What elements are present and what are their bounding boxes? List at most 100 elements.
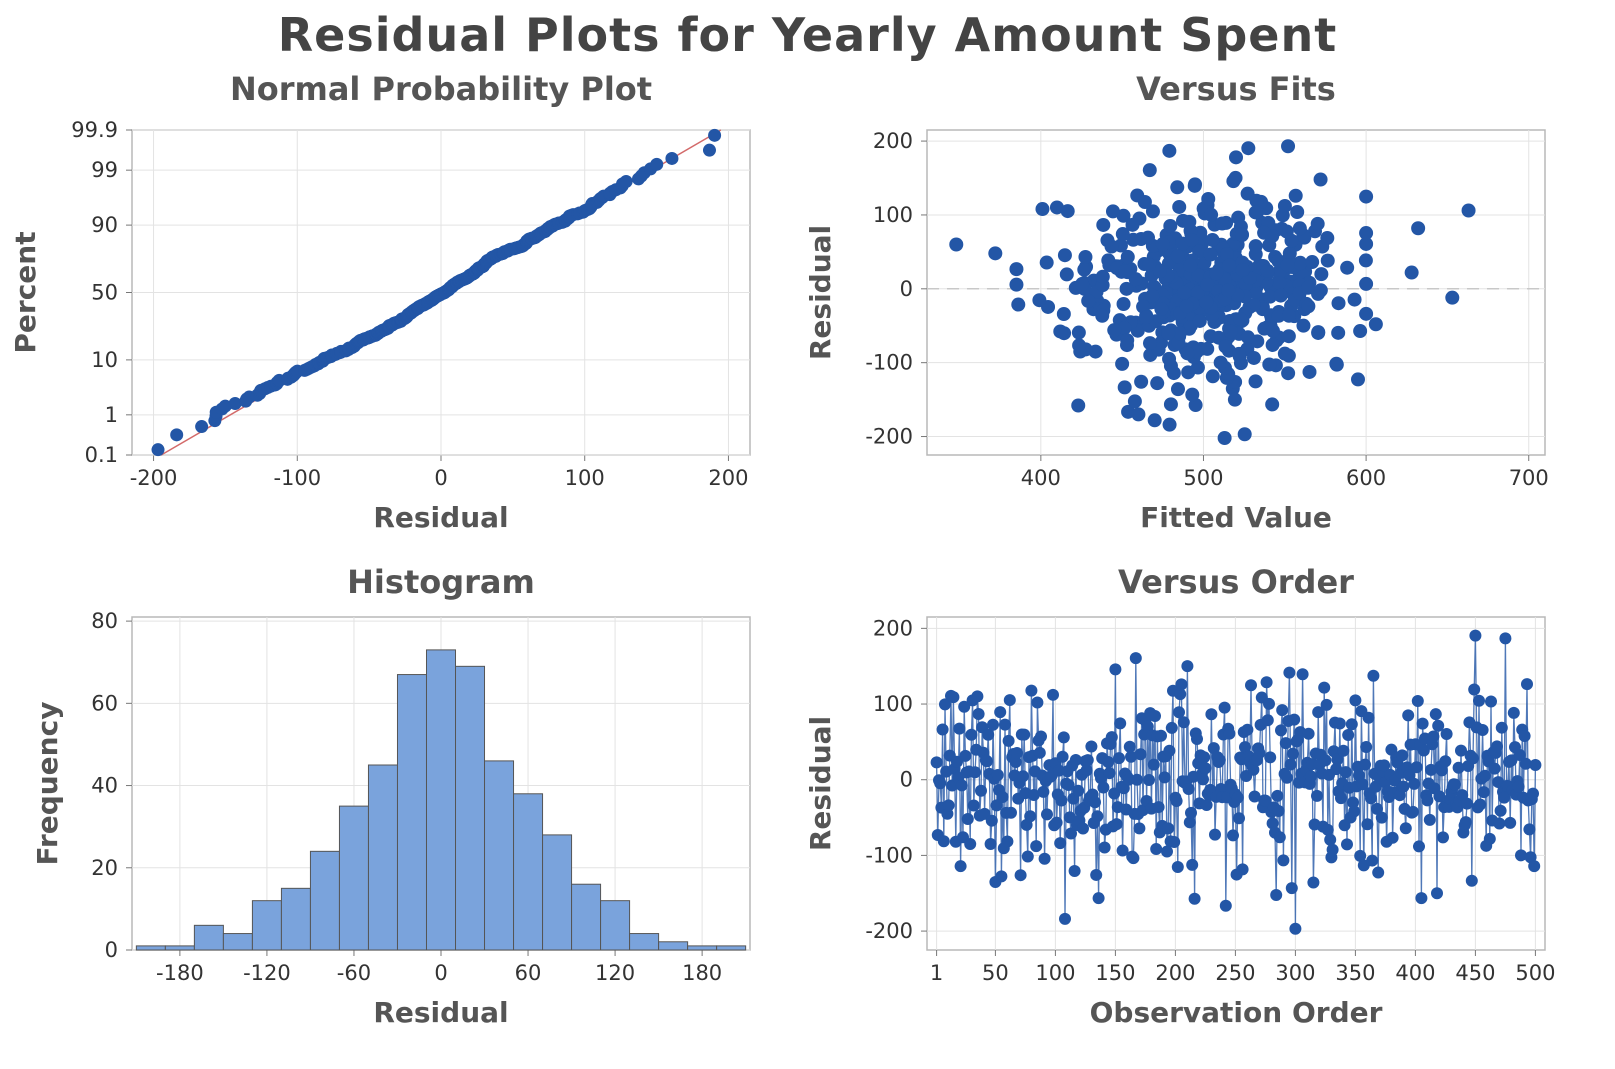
order-point	[1263, 697, 1275, 710]
fits-point	[1170, 382, 1185, 397]
order-point	[1068, 864, 1081, 877]
order-point	[987, 718, 999, 731]
normal-ytick-label: 99	[91, 158, 118, 182]
order-point	[1062, 778, 1075, 791]
order-point	[1219, 899, 1232, 912]
order-point	[1483, 832, 1496, 845]
order-point	[1141, 720, 1154, 733]
hist-xtick-label: 0	[434, 961, 447, 985]
main-title: Residual Plots for Yearly Amount Spent	[277, 8, 1338, 62]
order-point	[1279, 737, 1292, 750]
order-point	[1349, 694, 1362, 707]
order-point	[1320, 698, 1333, 711]
order-point	[964, 838, 977, 851]
order-point	[1239, 741, 1251, 754]
order-point	[1227, 829, 1239, 842]
normal-point	[665, 151, 679, 165]
order-point	[1302, 727, 1315, 740]
hist-ytick-label: 60	[91, 691, 118, 715]
order-point	[1367, 669, 1380, 682]
order-point	[1165, 721, 1178, 734]
fits-point	[1032, 293, 1047, 308]
fits-point	[1311, 325, 1326, 340]
order-point	[1050, 816, 1063, 829]
order-point	[1361, 818, 1374, 831]
order-point	[1335, 792, 1347, 805]
fits-point	[1077, 262, 1092, 277]
order-point	[1273, 831, 1286, 844]
order-point	[1233, 812, 1245, 825]
normal-ytick-label: 50	[91, 281, 118, 305]
fits-point	[1260, 263, 1275, 278]
fits-point	[1035, 202, 1050, 217]
hist-bar	[687, 945, 718, 951]
fits-xlabel: Fitted Value	[1140, 501, 1332, 534]
order-point	[1085, 740, 1098, 753]
fits-point	[1200, 341, 1215, 356]
hist-bar	[716, 945, 747, 951]
fits-point	[1213, 355, 1228, 370]
order-point	[1270, 889, 1283, 902]
order-point	[1397, 780, 1410, 793]
order-point	[1281, 771, 1293, 784]
order-point	[1191, 733, 1203, 746]
fits-point	[1142, 336, 1157, 351]
hist-bar	[571, 883, 602, 951]
fits-point	[1217, 431, 1232, 446]
order-point	[1025, 684, 1038, 697]
order-point	[1183, 816, 1196, 829]
normal-ytick-label: 99.9	[71, 118, 118, 142]
order-point	[1131, 773, 1143, 786]
order-point	[951, 755, 963, 768]
order-point	[959, 749, 972, 762]
order-point	[1529, 758, 1542, 771]
order-xtick-label: 1	[930, 961, 943, 985]
fits-point	[1411, 221, 1426, 236]
fits-point	[1136, 299, 1151, 314]
order-point	[1055, 794, 1068, 807]
order-point	[1494, 804, 1507, 817]
fits-point	[1280, 258, 1295, 273]
order-point	[1155, 729, 1167, 742]
order-point	[1162, 822, 1175, 835]
fits-point	[1265, 323, 1280, 338]
fits-point	[1237, 427, 1252, 442]
fits-point	[1235, 262, 1250, 277]
order-point	[1465, 874, 1478, 887]
fits-point	[1461, 203, 1476, 218]
order-point	[1513, 748, 1526, 761]
order-point	[1152, 801, 1165, 814]
normal-point	[218, 399, 232, 413]
order-point	[1365, 792, 1377, 805]
hist-bar	[338, 805, 369, 951]
order-point	[1512, 780, 1525, 793]
hist-xtick-label: 180	[682, 961, 722, 985]
order-point	[1129, 652, 1142, 665]
fits-ytick-label: -200	[865, 425, 913, 449]
fits-point	[1302, 364, 1317, 379]
order-point	[1402, 709, 1415, 722]
order-point	[1063, 811, 1076, 824]
order-point	[1356, 778, 1369, 791]
fits-point	[949, 237, 964, 252]
order-point	[1038, 852, 1051, 865]
order-point	[1285, 882, 1298, 895]
fits-point	[1209, 266, 1224, 281]
hist-bar	[222, 933, 253, 951]
fits-point	[1130, 188, 1145, 203]
order-point	[1116, 844, 1129, 857]
fits-point	[1095, 269, 1110, 284]
order-point	[1311, 789, 1323, 802]
order-point	[1468, 683, 1481, 696]
order-point	[930, 756, 943, 769]
order-point	[1253, 747, 1266, 760]
fits-point	[1191, 268, 1206, 283]
fits-point	[1170, 180, 1185, 195]
order-point	[1499, 632, 1512, 645]
order-point	[1209, 828, 1221, 841]
fits-point	[1359, 306, 1374, 321]
order-point	[1411, 695, 1424, 708]
order-point	[1158, 771, 1171, 784]
fits-point	[1246, 350, 1261, 365]
